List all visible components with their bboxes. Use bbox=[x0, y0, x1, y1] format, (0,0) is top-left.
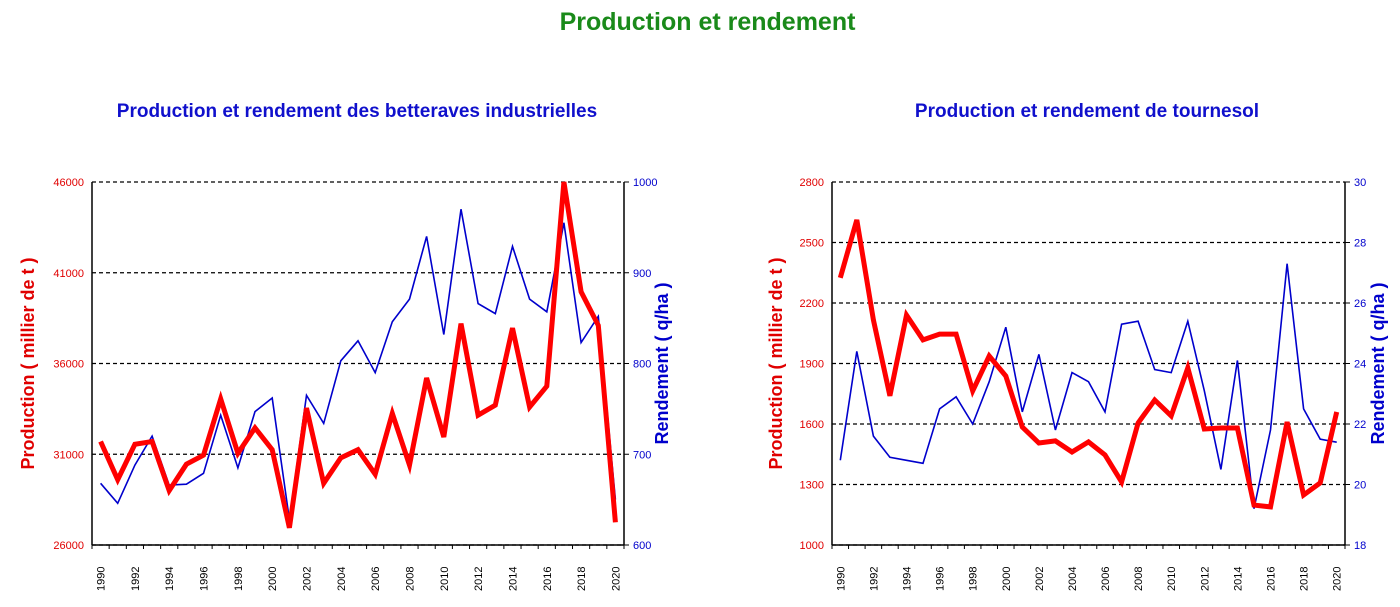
x-tick-label: 2004 bbox=[336, 567, 348, 591]
y2-tick-label: 20 bbox=[1354, 480, 1366, 492]
rendement-line bbox=[839, 263, 1337, 509]
x-tick-label: 2014 bbox=[507, 567, 519, 591]
x-tick-label: 2018 bbox=[576, 567, 588, 591]
x-tick-label: 1996 bbox=[199, 567, 211, 591]
y-tick-label: 2800 bbox=[800, 177, 824, 189]
chart-title: Production et rendement des betteraves i… bbox=[117, 101, 597, 122]
x-tick-label: 2006 bbox=[1100, 567, 1112, 591]
x-tick-label: 2012 bbox=[1199, 567, 1211, 591]
y2-tick-label: 600 bbox=[633, 540, 651, 552]
x-tick-label: 2002 bbox=[1034, 567, 1046, 591]
y-tick-label: 1900 bbox=[800, 359, 824, 371]
y2-axis-label: Rendement ( q/ha ) bbox=[1368, 282, 1388, 444]
x-tick-label: 2002 bbox=[302, 567, 314, 591]
y2-tick-label: 30 bbox=[1354, 177, 1366, 189]
production-line bbox=[98, 181, 618, 529]
x-tick-label: 2008 bbox=[1133, 567, 1145, 591]
x-tick-label: 1994 bbox=[164, 567, 176, 591]
y-tick-label: 36000 bbox=[53, 359, 84, 371]
y2-tick-label: 700 bbox=[633, 449, 651, 461]
y2-tick-label: 24 bbox=[1354, 359, 1366, 371]
y-tick-label: 1600 bbox=[800, 419, 824, 431]
x-tick-label: 2020 bbox=[610, 567, 622, 591]
y-tick-label: 41000 bbox=[53, 268, 84, 280]
x-tick-label: 2010 bbox=[439, 567, 451, 591]
x-tick-label: 1996 bbox=[935, 567, 947, 591]
x-tick-label: 1990 bbox=[835, 567, 847, 591]
x-tick-label: 2018 bbox=[1299, 567, 1311, 591]
x-tick-label: 2004 bbox=[1067, 567, 1079, 591]
chart-betteraves: Production et rendement des betteraves i… bbox=[18, 101, 672, 591]
y-axis-label: Production ( millier de t ) bbox=[18, 257, 38, 469]
x-tick-label: 1990 bbox=[96, 567, 108, 591]
x-tick-label: 2008 bbox=[404, 567, 416, 591]
page-title: Production et rendement bbox=[559, 8, 856, 36]
y2-tick-label: 1000 bbox=[633, 177, 657, 189]
y2-tick-label: 900 bbox=[633, 268, 651, 280]
x-tick-label: 1998 bbox=[968, 567, 980, 591]
y2-tick-label: 18 bbox=[1354, 540, 1366, 552]
x-tick-label: 1998 bbox=[233, 567, 245, 591]
x-tick-label: 1992 bbox=[130, 567, 142, 591]
x-tick-label: 1994 bbox=[901, 567, 913, 591]
y2-axis-label: Rendement ( q/ha ) bbox=[652, 282, 672, 444]
y2-tick-label: 800 bbox=[633, 359, 651, 371]
y-tick-label: 2500 bbox=[800, 238, 824, 250]
x-tick-label: 2012 bbox=[473, 567, 485, 591]
y2-tick-label: 26 bbox=[1354, 298, 1366, 310]
y-axis-label: Production ( millier de t ) bbox=[766, 257, 786, 469]
y-tick-label: 2200 bbox=[800, 298, 824, 310]
x-tick-label: 2006 bbox=[370, 567, 382, 591]
y-tick-label: 46000 bbox=[53, 177, 84, 189]
y-tick-label: 1000 bbox=[800, 540, 824, 552]
x-tick-label: 2016 bbox=[1266, 567, 1278, 591]
x-tick-label: 1992 bbox=[868, 567, 880, 591]
y-tick-label: 26000 bbox=[53, 540, 84, 552]
y-tick-label: 1300 bbox=[800, 480, 824, 492]
chart-tournesol: Production et rendement de tournesol 1000… bbox=[766, 101, 1388, 591]
x-tick-label: 2010 bbox=[1166, 567, 1178, 591]
chart-title: Production et rendement de tournesol bbox=[915, 101, 1259, 122]
x-tick-label: 2014 bbox=[1232, 567, 1244, 591]
y2-tick-label: 28 bbox=[1354, 238, 1366, 250]
x-tick-label: 2000 bbox=[267, 567, 279, 591]
y-tick-label: 31000 bbox=[53, 449, 84, 461]
x-tick-label: 2016 bbox=[542, 567, 554, 591]
x-tick-label: 2000 bbox=[1001, 567, 1013, 591]
y2-tick-label: 22 bbox=[1354, 419, 1366, 431]
x-tick-label: 2020 bbox=[1332, 567, 1344, 591]
